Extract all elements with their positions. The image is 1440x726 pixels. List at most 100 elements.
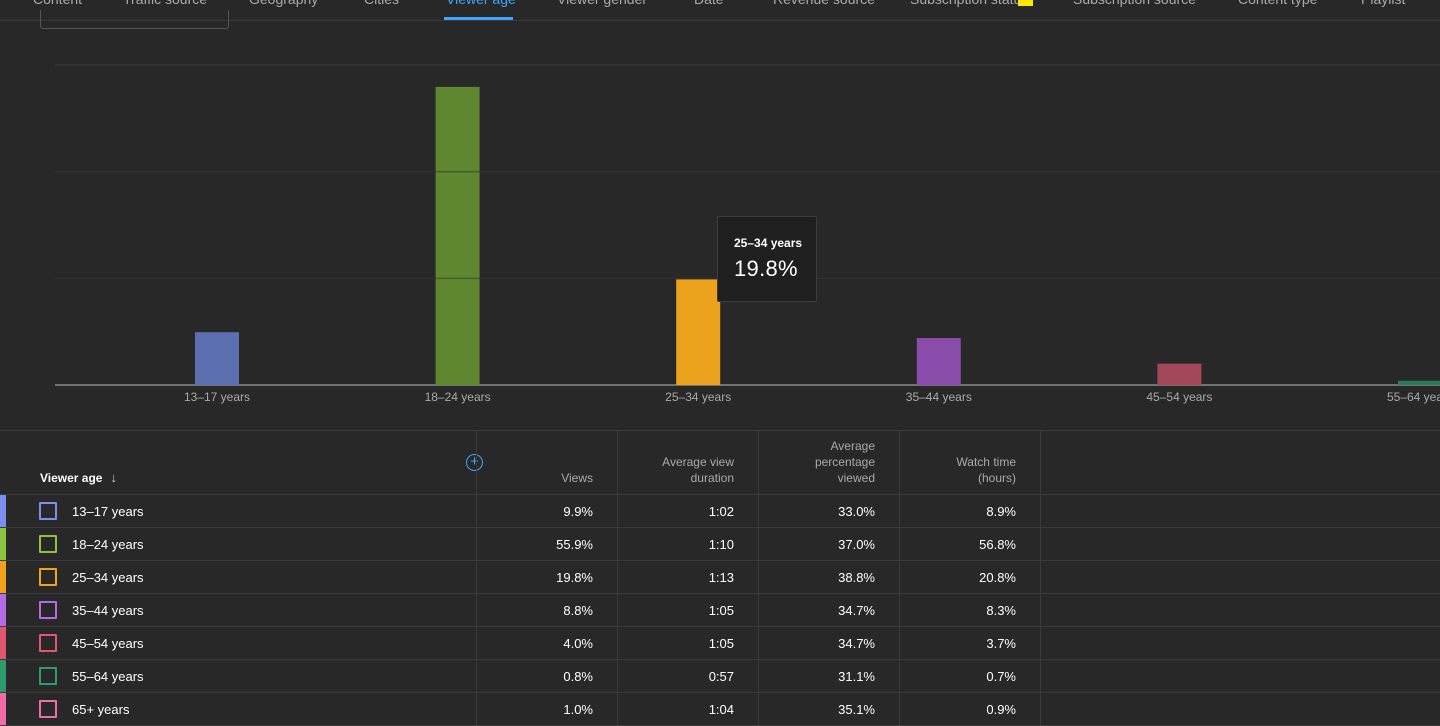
row-label: 55–64 years: [72, 669, 144, 684]
header-line: viewed: [837, 471, 875, 485]
table-row[interactable]: 55–64 years 0.8% 0:57 31.1% 0.7%: [0, 660, 1440, 693]
tooltip-label: 25–34 years: [734, 236, 803, 250]
row-label: 65+ years: [72, 702, 130, 717]
cell-views: 1.0%: [563, 702, 593, 717]
x-tick-label: 35–44 years: [906, 390, 972, 404]
cell-avg-percentage-viewed: 38.8%: [838, 570, 875, 585]
row-checkbox[interactable]: [39, 535, 57, 553]
cell-views: 8.8%: [563, 603, 593, 618]
header-line: Average view: [662, 455, 734, 469]
cell-avg-percentage-viewed: 34.7%: [838, 636, 875, 651]
row-checkbox[interactable]: [39, 667, 57, 685]
row-label: 18–24 years: [72, 537, 144, 552]
table-row[interactable]: 25–34 years 19.8% 1:13 38.8% 20.8%: [0, 561, 1440, 594]
viewer-age-bar-chart: 13–17 years 18–24 years 25–34 years 35–44 y…: [55, 64, 1440, 404]
cell-watch-time: 3.7%: [986, 636, 1016, 651]
column-header-avg-view-duration[interactable]: Average view duration: [662, 454, 734, 486]
tab-content[interactable]: Content: [33, 0, 82, 11]
tab-subscription-status[interactable]: Subscription status: [910, 0, 1028, 11]
row-color-bar: [0, 693, 6, 725]
cell-avg-view-duration: 1:05: [708, 603, 734, 618]
column-header-viewer-age[interactable]: Viewer age ↓: [40, 470, 117, 486]
cell-avg-percentage-viewed: 31.1%: [838, 669, 875, 684]
row-checkbox[interactable]: [39, 601, 57, 619]
table-row[interactable]: 45–54 years 4.0% 1:05 34.7% 3.7%: [0, 627, 1440, 660]
row-checkbox[interactable]: [39, 700, 57, 718]
row-label: 35–44 years: [72, 603, 144, 618]
header-line: (hours): [977, 471, 1016, 485]
cell-watch-time: 0.9%: [986, 702, 1016, 717]
tab-geography[interactable]: Geography: [249, 0, 318, 11]
tab-strip: Content Traffic source Geography Cities …: [0, 0, 1440, 21]
chart-bar[interactable]: [1157, 363, 1202, 385]
cell-views: 55.9%: [556, 537, 593, 552]
cell-avg-percentage-viewed: 35.1%: [838, 702, 875, 717]
arrow-down-icon[interactable]: ↓: [110, 470, 117, 485]
row-label: 13–17 years: [72, 504, 144, 519]
table-header: Viewer age ↓ + Views Average view duratio…: [0, 431, 1440, 495]
x-tick-label: 18–24 years: [425, 390, 491, 404]
table-row[interactable]: 35–44 years 8.8% 1:05 34.7% 8.3%: [0, 594, 1440, 627]
cell-avg-percentage-viewed: 34.7%: [838, 603, 875, 618]
header-views-label: Views: [561, 471, 593, 485]
new-badge-icon: [1018, 0, 1033, 6]
tooltip-value: 19.8%: [734, 256, 798, 281]
tab-viewer-age[interactable]: Viewer age: [446, 0, 516, 11]
cell-views: 4.0%: [563, 636, 593, 651]
row-checkbox[interactable]: [39, 502, 57, 520]
cell-views: 0.8%: [563, 669, 593, 684]
cell-watch-time: 0.7%: [986, 669, 1016, 684]
column-header-views[interactable]: Views: [561, 470, 593, 486]
cell-avg-view-duration: 1:13: [708, 570, 734, 585]
row-checkbox[interactable]: [39, 568, 57, 586]
cell-avg-percentage-viewed: 37.0%: [838, 537, 875, 552]
chart-bar[interactable]: [435, 86, 480, 385]
column-divider: [899, 431, 900, 726]
row-color-bar: [0, 528, 6, 560]
cell-avg-view-duration: 1:10: [708, 537, 734, 552]
chart-bar[interactable]: [916, 338, 961, 385]
row-color-bar: [0, 627, 6, 659]
cell-avg-view-duration: 1:02: [708, 504, 734, 519]
row-color-bar: [0, 561, 6, 593]
table-body: 13–17 years 9.9% 1:02 33.0% 8.9% 18–24 years 5…: [0, 495, 1440, 726]
chart-tooltip: 25–34 years 19.8%: [717, 216, 817, 302]
x-tick-label: 45–54 years: [1146, 390, 1212, 404]
x-tick-label: 25–34 years: [665, 390, 731, 404]
header-line: Average: [830, 439, 875, 453]
cell-views: 9.9%: [563, 504, 593, 519]
table-row[interactable]: 65+ years 1.0% 1:04 35.1% 0.9%: [0, 693, 1440, 726]
column-header-avg-percentage-viewed[interactable]: Average percentage viewed: [815, 438, 875, 486]
cell-avg-view-duration: 1:05: [708, 636, 734, 651]
row-color-bar: [0, 660, 6, 692]
cell-watch-time: 56.8%: [979, 537, 1016, 552]
tab-revenue-source[interactable]: Revenue source: [773, 0, 875, 11]
table-row[interactable]: 18–24 years 55.9% 1:10 37.0% 56.8%: [0, 528, 1440, 561]
tab-viewer-gender[interactable]: Viewer gender: [557, 0, 647, 11]
cell-avg-view-duration: 1:04: [708, 702, 734, 717]
tab-date[interactable]: Date: [694, 0, 724, 11]
tab-playlist[interactable]: Playlist: [1361, 0, 1405, 11]
column-divider: [1040, 431, 1041, 726]
cell-avg-view-duration: 0:57: [708, 669, 734, 684]
cell-avg-percentage-viewed: 33.0%: [838, 504, 875, 519]
row-label: 25–34 years: [72, 570, 144, 585]
tab-traffic-source[interactable]: Traffic source: [123, 0, 207, 11]
chart-bar[interactable]: [1398, 380, 1440, 385]
header-line: duration: [690, 471, 734, 485]
x-tick-label: 55–64 years: [1387, 390, 1440, 404]
tab-subscription-source[interactable]: Subscription source: [1073, 0, 1196, 11]
cell-watch-time: 20.8%: [979, 570, 1016, 585]
cell-watch-time: 8.9%: [986, 504, 1016, 519]
tab-content-type[interactable]: Content type: [1238, 0, 1317, 11]
table-row[interactable]: 13–17 years 9.9% 1:02 33.0% 8.9%: [0, 495, 1440, 528]
row-label: 45–54 years: [72, 636, 144, 651]
plus-circle-icon[interactable]: +: [466, 454, 483, 471]
tab-cities[interactable]: Cities: [364, 0, 399, 11]
header-line: Watch time: [956, 455, 1016, 469]
filter-dropdown[interactable]: [40, 10, 229, 29]
chart-bar[interactable]: [676, 279, 721, 385]
chart-bar[interactable]: [195, 332, 239, 385]
column-header-watch-time[interactable]: Watch time (hours): [956, 454, 1016, 486]
row-checkbox[interactable]: [39, 634, 57, 652]
